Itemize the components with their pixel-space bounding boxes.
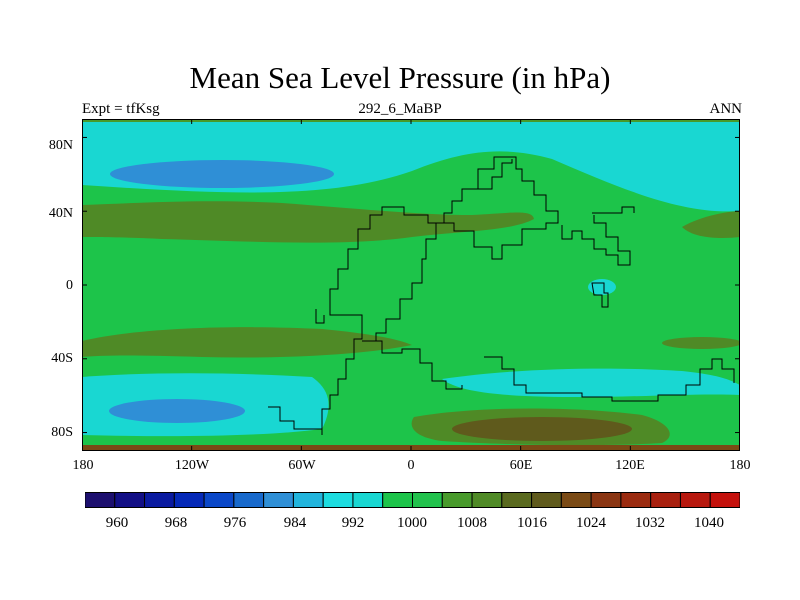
colorbar-box bbox=[203, 492, 235, 508]
colorbar-box bbox=[501, 492, 533, 508]
colorbar-box bbox=[590, 492, 622, 508]
period-label: 292_6_MaBP bbox=[358, 101, 442, 117]
colorbar-box bbox=[382, 492, 414, 508]
east-island-outline bbox=[592, 206, 635, 214]
colorbar-box bbox=[709, 492, 740, 508]
colorbar-box bbox=[352, 492, 384, 508]
experiment-label: Expt = tfKsg bbox=[82, 101, 160, 117]
lon-label-0: 0 bbox=[407, 458, 415, 473]
colorbar-box bbox=[471, 492, 503, 508]
colorbar-label: 1016 bbox=[517, 515, 547, 531]
south-peninsula-outline bbox=[268, 406, 322, 430]
colorbar-box bbox=[114, 492, 146, 508]
colorbar-label: 960 bbox=[105, 515, 129, 531]
field-south-low-east bbox=[442, 368, 740, 397]
lat-label-80n: 80N bbox=[48, 138, 73, 153]
colorbar-label: 984 bbox=[283, 515, 307, 531]
north-landmass-edge bbox=[478, 159, 513, 190]
coastlines bbox=[268, 156, 735, 435]
colorbar-box bbox=[263, 492, 294, 508]
field-polar-high-core bbox=[452, 417, 632, 441]
south-coast-outline bbox=[362, 340, 463, 390]
colorbar-box bbox=[441, 492, 473, 508]
colorbar-box bbox=[650, 492, 681, 508]
pressure-map bbox=[81, 119, 742, 451]
colorbar-box bbox=[679, 492, 711, 508]
colorbar-box bbox=[412, 492, 443, 508]
lon-label-180w: 180 bbox=[72, 458, 94, 473]
east-coast-outline bbox=[561, 215, 631, 266]
plot-title: Mean Sea Level Pressure (in hPa) bbox=[189, 60, 611, 95]
colorbar-label: 1040 bbox=[694, 515, 724, 531]
lon-label-120w: 120W bbox=[174, 458, 210, 473]
colorbar-box bbox=[292, 492, 324, 508]
lat-label-40s: 40S bbox=[51, 351, 73, 366]
season-label: ANN bbox=[709, 101, 743, 117]
field-north-high-east bbox=[682, 211, 740, 238]
colorbar-label: 1032 bbox=[635, 515, 665, 531]
lon-label-60w: 60W bbox=[288, 458, 316, 473]
antarctic-coast-outline bbox=[484, 356, 735, 402]
colorbar-box bbox=[560, 492, 592, 508]
lat-label-80s: 80S bbox=[51, 425, 73, 440]
colorbar-label: 992 bbox=[341, 515, 365, 531]
colorbar-box bbox=[531, 492, 562, 508]
supercontinent-outline bbox=[321, 156, 559, 435]
colorbar-box bbox=[85, 492, 116, 508]
colorbar bbox=[85, 492, 740, 508]
lat-label-40n: 40N bbox=[48, 206, 73, 221]
lon-label-180e: 180 bbox=[729, 458, 751, 473]
small-island-outline bbox=[315, 309, 325, 324]
colorbar-box bbox=[620, 492, 652, 508]
colorbar-label: 968 bbox=[164, 515, 188, 531]
field-north-1000 bbox=[82, 119, 740, 212]
field-south-high-1016 bbox=[82, 327, 412, 358]
lon-label-60e: 60E bbox=[509, 458, 533, 473]
colorbar-box bbox=[144, 492, 175, 508]
field-north-low-core bbox=[110, 160, 334, 188]
colorbar-box bbox=[233, 492, 265, 508]
field-north-high-1016 bbox=[82, 201, 534, 243]
lon-label-120e: 120E bbox=[615, 458, 645, 473]
colorbar-label: 1024 bbox=[576, 515, 606, 531]
colorbar-label: 1000 bbox=[397, 515, 427, 531]
colorbar-label: 976 bbox=[223, 515, 247, 531]
colorbar-box bbox=[322, 492, 354, 508]
lat-label-0: 0 bbox=[66, 278, 73, 293]
colorbar-box bbox=[173, 492, 205, 508]
field-south-high-east bbox=[662, 337, 742, 349]
tropical-island-outline bbox=[591, 282, 609, 308]
colorbar-label: 1008 bbox=[457, 515, 487, 531]
field-south-low-core bbox=[109, 399, 245, 423]
